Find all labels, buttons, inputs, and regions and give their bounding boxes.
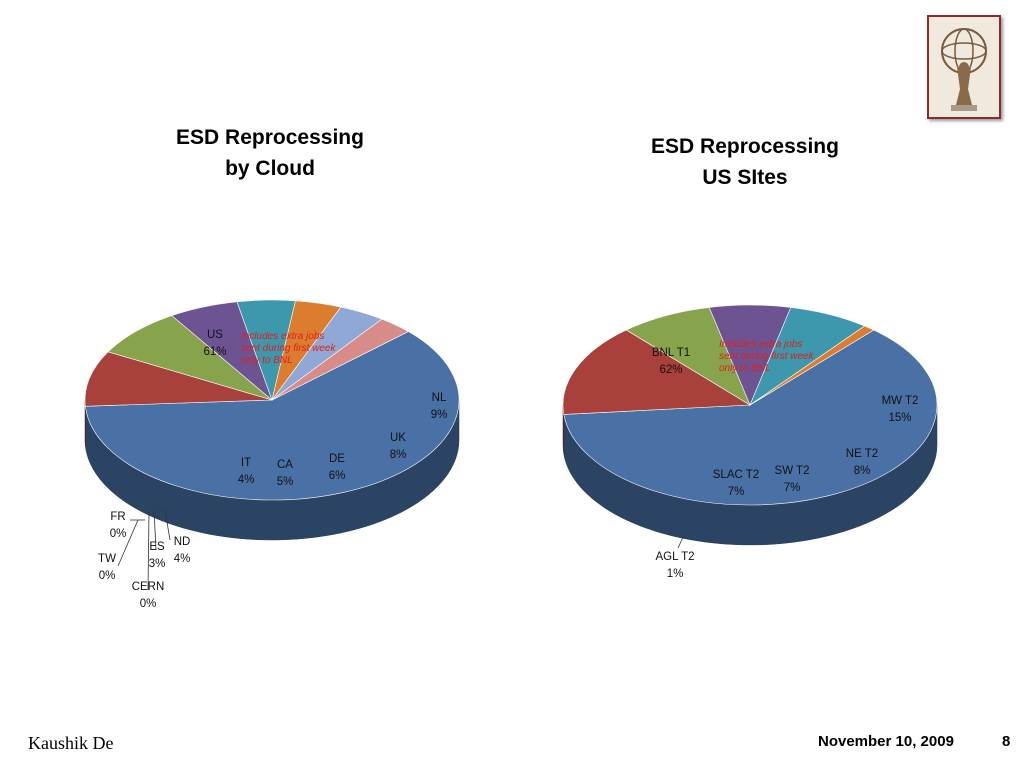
pie-1-label-de: DE 6% (329, 453, 346, 482)
pie-1-label-uk: UK 8% (390, 432, 407, 461)
pie-2-label-slac-t2: SLAC T2 7% (713, 469, 759, 498)
right-chart-title: ESD Reprocessing US SItes (625, 131, 865, 193)
right-chart-title-line-1: ESD Reprocessing (651, 135, 839, 158)
pie-2-slice-mw-t2 (562, 329, 751, 415)
pie-1-label-ca: CA 5% (277, 459, 294, 488)
pie-2-slice-bnl-t1 (563, 329, 938, 506)
pie-1-slice-us (85, 331, 460, 501)
left-chart-title-line-1: ESD Reprocessing (176, 126, 364, 149)
pie-chart-2: BNL T1 62% MW T2 15%NE T2 8% SW T2 7% SLAC T2 7%… (562, 304, 938, 580)
pie-1-label-es: ES 3% (149, 541, 166, 570)
left-chart-title: ESD Reprocessing by Cloud (150, 122, 390, 184)
pie-2-slice-agl-t2 (749, 325, 875, 406)
right-chart-title-line-2: US SItes (702, 166, 788, 189)
pie-1-slice-es (271, 318, 409, 401)
pie-1-label-it: IT 4% (238, 457, 255, 486)
pie-2-label-ne-t2: NE T2 8% (846, 448, 878, 477)
pie-1-slice-uk (107, 315, 273, 401)
pie-1-label-fr: FR 0% (110, 511, 127, 540)
pie-1-leader-cern (147, 511, 150, 591)
pie-1-label-nd: ND 4% (174, 536, 191, 565)
pie-1-label-us: US 61% (203, 329, 226, 358)
pie-2-label-agl-t2: AGL T2 1% (656, 551, 695, 580)
pie-1-label-tw: TW 0% (98, 553, 116, 582)
pie-1-annotation: Includes extra jobs sent during first wee… (241, 331, 336, 366)
pie-1-slice-nl (84, 351, 273, 407)
pie-2-label-bnl-t1: BNL T1 62% (652, 347, 690, 376)
pie-1-leader-es (153, 509, 157, 551)
pie-1-label-nl: NL 9% (431, 392, 448, 421)
pie-2-label-mw-t2: MW T2 15% (882, 395, 919, 424)
left-chart-title-line-2: by Cloud (225, 157, 315, 180)
pie-1-leader-nd (164, 509, 171, 541)
atlas-logo-icon (927, 15, 1001, 119)
pie-2-leader-agl-t2 (677, 534, 685, 549)
footer-date: November 10, 2009 (818, 733, 954, 750)
pie-chart-1: US 61% NL 9% UK 8% DE 6% CA 5% IT 4% ND 4% ES 3% CERN 0% T… (84, 299, 460, 610)
pie-2-label-sw-t2: SW T2 7% (775, 465, 810, 494)
pie-2-annotation: Includes extra jobs sent during first wee… (719, 339, 814, 374)
pie-1-leader-tw (117, 519, 139, 567)
footer-page-number: 8 (1002, 733, 1011, 750)
footer-author: Kaushik De (28, 733, 114, 753)
pie-1-label-cern: CERN 0% (132, 581, 165, 610)
